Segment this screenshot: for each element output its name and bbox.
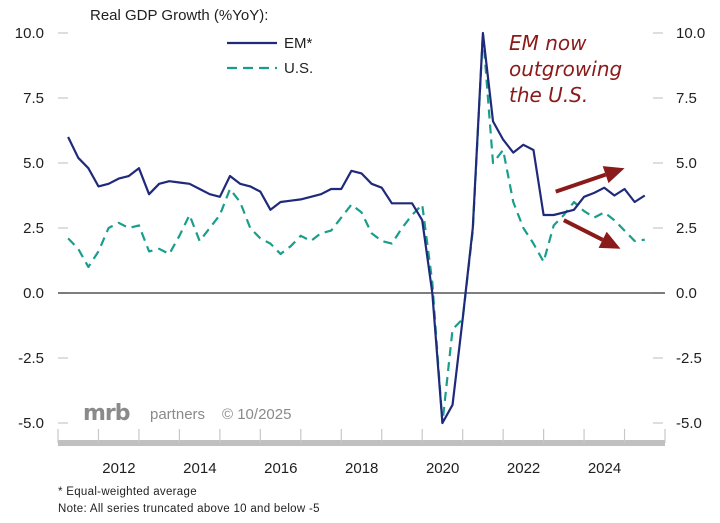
y-tick-label-right: 7.5 xyxy=(676,90,697,107)
y-tick-label-left: 0.0 xyxy=(23,285,44,302)
left-y-axis: 10.0 7.5 5.0 2.5 0.0 -2.5 -5.0 xyxy=(15,25,68,432)
y-tick-label-right: 5.0 xyxy=(676,155,697,172)
x-tick-label: 2018 xyxy=(345,460,378,477)
right-y-axis: 10.0 7.5 5.0 2.5 0.0 -2.5 -5.0 xyxy=(653,25,705,432)
brand-logo: mrb xyxy=(83,401,130,426)
y-tick-label-right: 0.0 xyxy=(676,285,697,302)
legend-label-us: U.S. xyxy=(284,60,313,77)
y-tick-label-left: 10.0 xyxy=(15,25,44,42)
arrow-down-shaft xyxy=(562,218,604,242)
x-tick-label: 2014 xyxy=(183,460,216,477)
y-tick-label-right: -2.5 xyxy=(676,350,702,367)
x-tick-label: 2020 xyxy=(426,460,459,477)
y-tick-label-right: 2.5 xyxy=(676,220,697,237)
series-line-us xyxy=(67,31,645,425)
y-tick-label-right: -5.0 xyxy=(676,415,702,432)
annotation-line-3: the U.S. xyxy=(509,83,588,107)
y-tick-label-left: 2.5 xyxy=(23,220,44,237)
brand-watermark: mrb partners © 10/2025 xyxy=(83,401,291,426)
legend-title: Real GDP Growth (%YoY): xyxy=(90,7,268,24)
y-tick-label-left: -5.0 xyxy=(18,415,44,432)
y-tick-label-left: 7.5 xyxy=(23,90,44,107)
x-axis-bar xyxy=(58,440,665,446)
annotation-line-2: outgrowing xyxy=(509,57,622,81)
y-tick-label-left: -2.5 xyxy=(18,350,44,367)
x-axis: 2012 2014 2016 2018 2020 2022 2024 xyxy=(57,429,666,477)
x-tick-label: 2016 xyxy=(264,460,297,477)
annotation-text: EM now outgrowing the U.S. xyxy=(509,31,622,107)
legend: Real GDP Growth (%YoY): EM* U.S. xyxy=(90,7,313,77)
series-line-em xyxy=(67,31,646,425)
annotation-line-1: EM now xyxy=(509,31,587,55)
brand-partners: partners xyxy=(150,406,205,423)
annotation-arrows xyxy=(555,166,625,249)
arrow-up-shaft xyxy=(555,172,607,194)
legend-label-em: EM* xyxy=(284,35,313,52)
arrow-down-head-icon xyxy=(598,231,621,249)
x-tick-label: 2022 xyxy=(507,460,540,477)
y-tick-label-left: 5.0 xyxy=(23,155,44,172)
x-tick-label: 2012 xyxy=(102,460,135,477)
footnote-truncation-note: Note: All series truncated above 10 and … xyxy=(58,503,320,515)
arrow-up-head-icon xyxy=(602,166,625,184)
brand-copyright: © 10/2025 xyxy=(222,406,291,423)
series-layer xyxy=(67,31,646,425)
y-tick-label-right: 10.0 xyxy=(676,25,705,42)
x-tick-label: 2024 xyxy=(588,460,621,477)
footnote-equal-weighted: * Equal-weighted average xyxy=(58,486,197,498)
